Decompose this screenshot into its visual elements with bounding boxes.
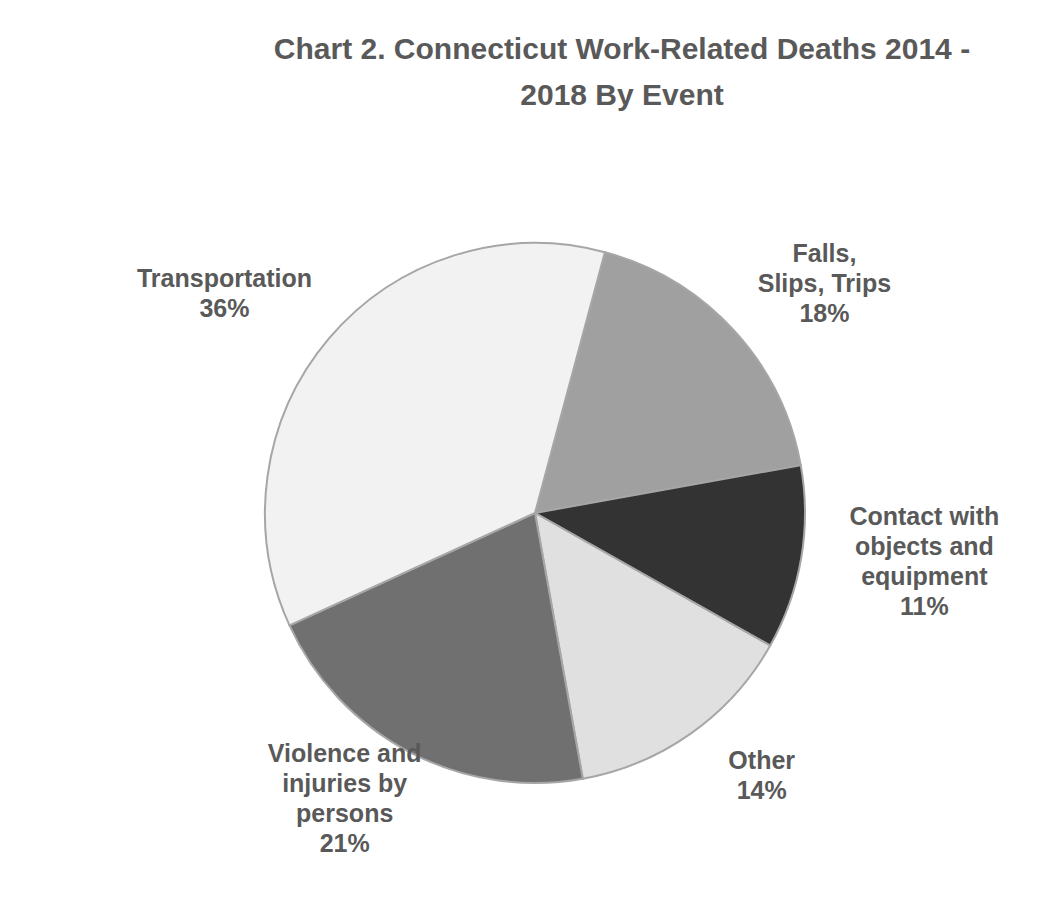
svg-text:Other14%: Other14% xyxy=(728,746,795,804)
html-text:Chart 2. Connecticut Work-Rela: Chart 2. Connecticut Work-Related Deaths… xyxy=(273,32,971,111)
svg-text:Falls,Slips, Trips18%: Falls,Slips, Trips18% xyxy=(758,238,891,326)
svg-text:Transportation36%: Transportation36% xyxy=(137,264,312,322)
svg-text:Violence andinjuries bypersons: Violence andinjuries bypersons21% xyxy=(268,739,422,857)
svg-text:Contact withobjects andequipme: Contact withobjects andequipment11% xyxy=(849,502,999,620)
